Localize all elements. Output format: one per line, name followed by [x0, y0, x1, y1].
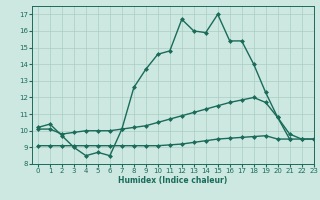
X-axis label: Humidex (Indice chaleur): Humidex (Indice chaleur)	[118, 176, 228, 185]
